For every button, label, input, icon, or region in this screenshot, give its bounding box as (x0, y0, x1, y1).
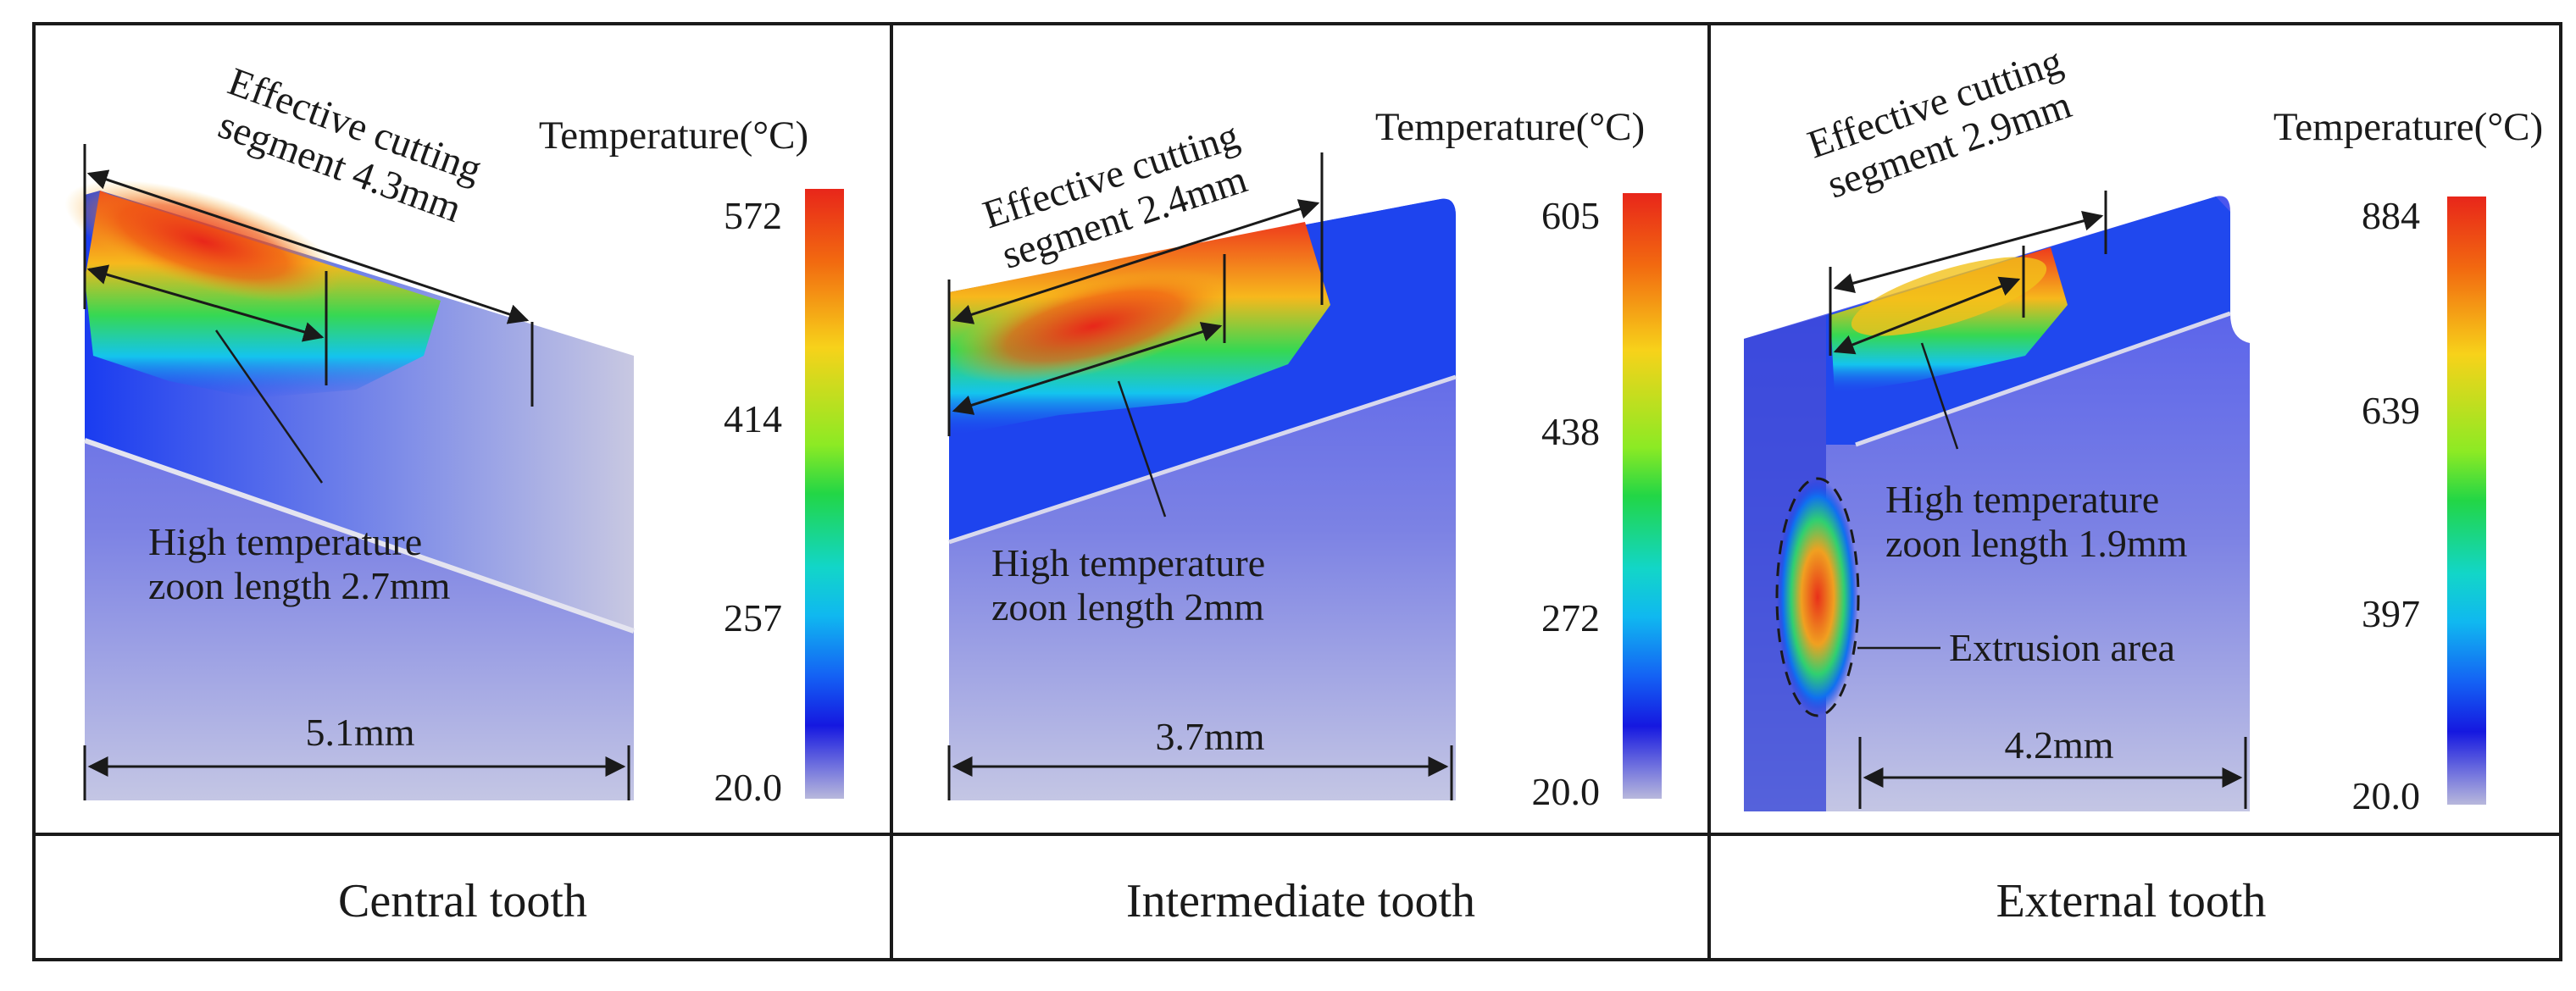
high-temp-dimension (1833, 276, 2021, 355)
colorbar (805, 189, 844, 799)
extrusion-outline (1775, 477, 1860, 717)
legend-tick: 397 (2362, 592, 2420, 635)
legend-tick: 20.0 (714, 766, 783, 809)
legend-tick: 572 (724, 194, 782, 237)
legend-tick: 414 (724, 397, 782, 440)
colorbar (1623, 193, 1662, 799)
panel-central-tooth: Effective cutting segment 4.3mm High tem… (64, 59, 844, 927)
cutting-edge (84, 438, 635, 634)
cutting-edge (948, 374, 1457, 545)
high-temp-label-line1: High temperature (148, 520, 422, 563)
table-frame (32, 22, 2562, 961)
legend-tick: 438 (1541, 410, 1600, 453)
panel-intermediate-tooth: Effective cutting segment 2.4mm High tem… (947, 105, 1662, 927)
panel-caption: Central tooth (338, 875, 587, 927)
legend-title: Temperature(°C) (1375, 105, 1645, 149)
panel-caption: External tooth (1996, 875, 2267, 927)
legend-tick: 20.0 (2352, 774, 2421, 817)
effective-segment-dimension (1833, 211, 2104, 293)
legend-tick: 884 (2362, 194, 2420, 237)
effective-segment-dimension (952, 199, 1320, 324)
extrusion-label: Extrusion area (1949, 626, 2175, 669)
high-temp-dimension (952, 322, 1223, 415)
extrusion-hotspot (1777, 479, 1858, 716)
legend-tick: 20.0 (1532, 770, 1601, 813)
high-temp-dimension (86, 264, 325, 342)
width-label: 3.7mm (1155, 715, 1264, 758)
panel-external-tooth: Effective cutting segment 2.9mm High tem… (1744, 39, 2543, 927)
high-temp-label-line2: zoon length 1.9mm (1885, 522, 2188, 565)
legend-tick: 605 (1541, 194, 1600, 237)
legend-tick: 257 (724, 596, 782, 639)
legend-tick: 639 (2362, 389, 2420, 432)
high-temp-label-line1: High temperature (991, 541, 1265, 584)
cutting-edge (1855, 311, 2231, 447)
legend-tick: 272 (1541, 596, 1600, 639)
high-temp-label-line2: zoon length 2.7mm (148, 564, 451, 607)
panel-caption: Intermediate tooth (1126, 875, 1475, 927)
high-temp-label-line1: High temperature (1885, 478, 2159, 521)
high-temp-label-line2: zoon length 2mm (991, 585, 1264, 628)
legend-title: Temperature(°C) (2273, 105, 2543, 149)
legend-title: Temperature(°C) (539, 113, 808, 158)
colorbar (2447, 197, 2486, 805)
width-label: 5.1mm (305, 711, 414, 754)
effective-segment-dimension (86, 169, 530, 324)
width-label: 4.2mm (2004, 723, 2113, 767)
